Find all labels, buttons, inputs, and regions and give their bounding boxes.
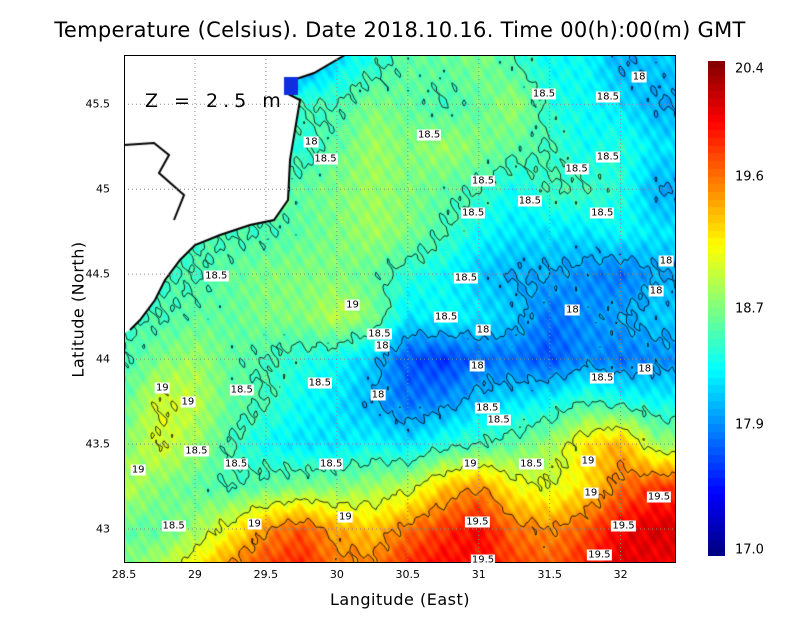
x-tick-label: 31.5: [537, 568, 562, 581]
y-tick-label: 44.5: [85, 267, 111, 281]
colorbar-tick-label: 18.7: [735, 301, 764, 316]
contour-label: 19.5: [587, 549, 612, 560]
contour-label: 18.5: [307, 377, 332, 389]
contour-label: 18.5: [460, 207, 486, 219]
contour-label: 19: [180, 396, 196, 408]
x-tick-label: 32: [613, 568, 628, 581]
contour-label: 18.5: [564, 163, 589, 175]
contour-label: 19: [154, 382, 170, 394]
x-axis-label: Langitude (East): [330, 590, 470, 609]
y-tick-label: 45.5: [85, 97, 111, 111]
contour-label: 18.5: [367, 328, 392, 340]
temperature-heatmap: [124, 55, 676, 563]
contour-label: 18.5: [470, 175, 496, 187]
contour-label: 18.5: [590, 207, 615, 219]
contour-label: 18: [565, 304, 580, 316]
contour-label: 18.5: [595, 91, 621, 103]
contour-label: 18.5: [433, 311, 459, 323]
contour-label: 19: [337, 511, 353, 523]
y-axis-label: Latitude (North): [68, 241, 88, 378]
contour-label: 18: [637, 363, 653, 375]
contour-label: 18.5: [475, 402, 500, 414]
colorbar-tick-label: 17.9: [735, 417, 764, 433]
contour-label: 18.5: [453, 272, 479, 284]
contour-label: 18.5: [595, 151, 621, 163]
colorbar-tick-label: 20.4: [735, 61, 764, 77]
contour-label: 18.5: [223, 458, 249, 470]
contour-label: 18.5: [313, 153, 338, 165]
chart-title: Temperature (Celsius). Date 2018.10.16. …: [54, 18, 746, 42]
contour-label: 19: [345, 299, 360, 311]
plot-frame: [124, 55, 676, 563]
contour-label: 19: [247, 518, 262, 530]
contour-label: 19: [130, 464, 146, 476]
contour-label: 18.5: [229, 384, 254, 396]
contour-label: 19: [580, 455, 596, 467]
contour-label: 19.5: [470, 554, 496, 566]
y-tick-label: 44: [96, 352, 110, 366]
contour-label: 18.5: [416, 129, 442, 141]
map-overlay: [124, 55, 676, 563]
x-tick-label: 31: [471, 568, 486, 581]
contour-label: 19: [583, 487, 599, 499]
contour-label: 19: [462, 458, 478, 470]
contour-label: 19.5: [465, 516, 490, 528]
contour-label: 18.5: [161, 520, 186, 532]
y-tick-label: 45: [96, 182, 110, 196]
x-tick-label: 28.5: [111, 568, 137, 581]
contour-label: 18: [475, 324, 491, 336]
contour-label: 18.5: [204, 270, 229, 282]
contour-label: 19.5: [646, 491, 672, 503]
x-tick-label: 29.5: [253, 568, 279, 581]
contour-label: 18.5: [486, 414, 511, 426]
contour-label: 19.5: [611, 520, 636, 532]
y-tick-label: 43.5: [85, 437, 111, 451]
contour-label: 18: [648, 285, 664, 297]
contour-label: 18.5: [519, 458, 544, 470]
y-tick-label: 43: [96, 522, 110, 536]
contour-label: 18.5: [531, 88, 557, 100]
contour-label: 18: [658, 255, 674, 267]
contour-label: 18: [631, 71, 647, 83]
contour-label: 18.5: [517, 195, 542, 207]
depth-label: Z = 2.5 m: [145, 90, 286, 112]
contour-label: 18: [374, 340, 390, 352]
x-tick-label: 29: [187, 568, 202, 581]
colorbar: [708, 61, 725, 556]
contour-label: 18: [303, 136, 319, 148]
contour-label: 18: [469, 360, 485, 372]
x-tick-label: 30: [329, 568, 344, 581]
contour-label: 18.5: [319, 458, 344, 470]
colorbar-tick-label: 17.0: [735, 542, 764, 558]
colorbar-tick-label: 19.6: [735, 169, 764, 185]
contour-label: 18.5: [184, 445, 209, 457]
contour-label: 18.5: [590, 372, 615, 384]
x-tick-label: 30.5: [395, 568, 421, 581]
contour-label: 18: [370, 389, 386, 401]
